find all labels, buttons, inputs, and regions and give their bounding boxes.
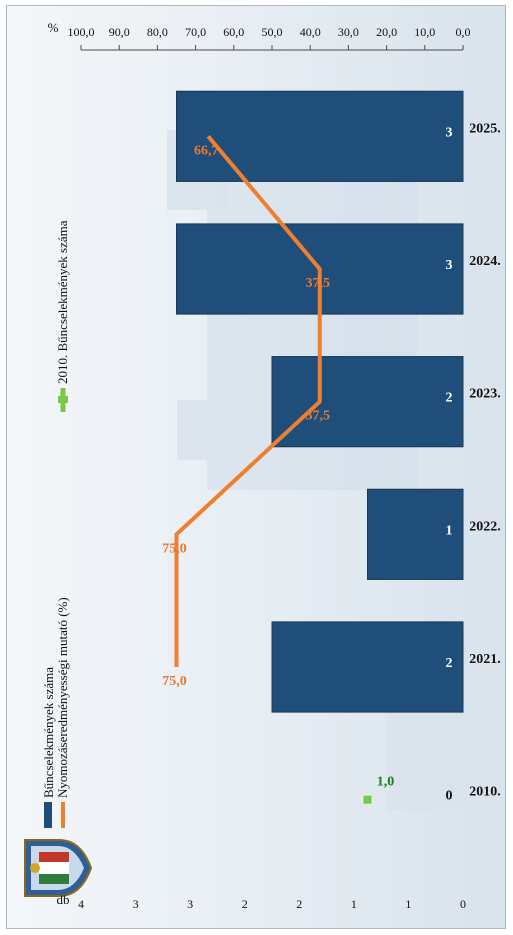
line-value-label: 66,7 [194, 143, 219, 158]
legend: Bűncselekmények száma Nyomozáseredményes… [41, 220, 70, 828]
bar-line-chart: Bűncselekmények száma Nyomozáseredményes… [7, 6, 505, 928]
left-axis-unit: db [57, 892, 70, 907]
bar-value-label: 3 [446, 258, 453, 273]
category-label: 2010. [469, 785, 501, 800]
bar-2025 [176, 90, 464, 182]
right-axis-tick-label: 10,0 [414, 25, 435, 39]
marker-series: 1,0 [363, 775, 395, 804]
left-axis-ticks: 0 1 1 2 2 3 3 4 [78, 897, 466, 911]
right-axis-tick-label: 80,0 [147, 25, 168, 39]
left-axis-tick-label: 4 [78, 897, 84, 911]
legend-bar-swatch [44, 802, 52, 828]
right-axis-tick-label: 40,0 [300, 25, 321, 39]
right-axis-tick-label: 50,0 [262, 25, 283, 39]
right-axis-unit: % [48, 20, 59, 35]
line-value-labels: 75,0 75,0 37,5 37,5 66,7 [162, 143, 330, 689]
chart-rotated-canvas: Bűncselekmények száma Nyomozáseredményes… [7, 6, 505, 928]
category-labels: 2010. 2021. 2022. 2023. 2024. 2025. [469, 121, 501, 799]
right-axis-tick-label: 100,0 [68, 25, 95, 39]
legend-marker-square [58, 396, 68, 403]
right-axis-ticks: 0,0 10,0 20,0 30,0 40,0 50,0 60,0 70,0 80,0 90,0 1… [68, 25, 471, 50]
left-axis-tick-label: 2 [296, 897, 302, 911]
line-value-label: 75,0 [162, 674, 187, 689]
right-axis-tick-label: 0,0 [456, 25, 471, 39]
line-series [174, 135, 322, 667]
right-axis-tick-label: 60,0 [223, 25, 244, 39]
left-axis-tick-label: 3 [187, 897, 193, 911]
left-axis-tick-label: 2 [242, 897, 248, 911]
legend-marker-label: 2010. Bűncselekmények száma [55, 220, 70, 384]
bar-value-labels: 0 2 1 2 3 3 [446, 125, 453, 803]
left-axis-tick-label: 3 [133, 897, 139, 911]
police-logo [24, 839, 93, 897]
category-label: 2022. [469, 519, 501, 534]
right-axis-tick-label: 20,0 [376, 25, 397, 39]
bar-value-label: 1 [446, 523, 453, 538]
baseline-marker-label: 1,0 [377, 775, 395, 790]
left-axis-tick-label: 0 [460, 897, 466, 911]
category-label: 2021. [469, 652, 501, 667]
chart-frame: Bűncselekmények száma Nyomozáseredményes… [6, 5, 506, 929]
bar-value-label: 0 [446, 789, 453, 804]
right-axis-tick-label: 90,0 [109, 25, 130, 39]
line-path [174, 135, 322, 667]
line-value-label: 37,5 [306, 276, 331, 291]
bar-value-label: 2 [446, 656, 453, 671]
left-axis-tick-label: 1 [351, 897, 357, 911]
category-label: 2025. [469, 121, 501, 136]
bar-value-label: 2 [446, 391, 453, 406]
line-value-label: 37,5 [305, 409, 330, 424]
left-axis-tick-label: 1 [405, 897, 411, 911]
line-value-label: 75,0 [162, 541, 187, 556]
legend-line-label: Nyomozáseredményességi mutató (%) [55, 597, 70, 798]
category-label: 2024. [469, 254, 501, 269]
right-axis-tick-label: 70,0 [185, 25, 206, 39]
right-axis-tick-label: 30,0 [338, 25, 359, 39]
bar-value-label: 3 [446, 125, 453, 140]
bar-2021 [271, 621, 464, 713]
category-label: 2023. [469, 387, 501, 402]
bar-2022 [367, 488, 464, 580]
bar-2023 [271, 356, 464, 448]
baseline-marker [363, 795, 372, 804]
legend-bar-label: Bűncselekmények száma [41, 667, 56, 798]
